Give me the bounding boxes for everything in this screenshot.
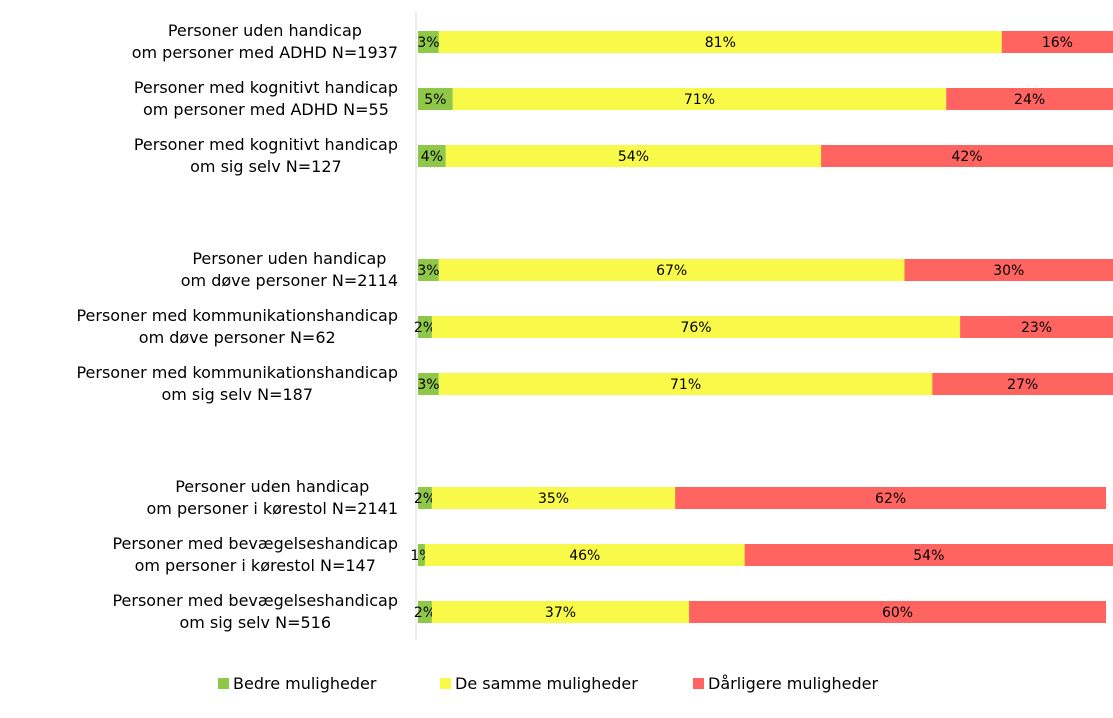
data-label: 2%	[414, 320, 436, 336]
data-label: 2%	[414, 491, 436, 507]
category-label: Personer med kommunikationshandicap om s…	[76, 363, 398, 404]
bar-segment	[960, 316, 1113, 338]
category-label: Personer uden handicap om personer i kør…	[146, 477, 399, 518]
data-label: 2%	[414, 605, 436, 621]
data-label: 35%	[538, 491, 569, 507]
legend-swatch	[218, 678, 229, 689]
legend-entry: Bedre muligheder	[218, 674, 376, 693]
bar-segment	[438, 259, 905, 281]
category-label: Personer med kognitivt handicap om sig s…	[133, 135, 398, 176]
category-label: Personer med kognitivt handicap om perso…	[133, 78, 398, 119]
bar-segment	[418, 88, 453, 110]
data-label: 3%	[417, 35, 439, 51]
bar-segment	[418, 487, 432, 509]
bar-segment	[932, 373, 1113, 395]
category-label: Personer uden handicap om personer med A…	[131, 21, 398, 62]
data-label: 81%	[705, 35, 736, 51]
data-label: 27%	[1007, 377, 1038, 393]
data-label: 46%	[569, 548, 600, 564]
legend-label: Dårligere muligheder	[708, 674, 879, 693]
bar-segment	[418, 145, 446, 167]
legend-swatch	[440, 678, 451, 689]
bar-segment	[438, 31, 1002, 53]
bar-segment	[445, 145, 822, 167]
data-label: 3%	[417, 263, 439, 279]
category-label: Personer med bevægelseshandicap om perso…	[112, 534, 398, 575]
category-label: Personer med kommunikationshandicap om d…	[76, 306, 398, 347]
data-label: 23%	[1021, 320, 1052, 336]
bar-segment	[744, 544, 1113, 566]
data-label: 24%	[1014, 92, 1045, 108]
bar-segment	[418, 316, 432, 338]
bar-segment	[431, 316, 961, 338]
data-label: 71%	[684, 92, 715, 108]
bar-segment	[821, 145, 1113, 167]
bar-segment	[431, 601, 690, 623]
data-label: 42%	[951, 149, 982, 165]
bar-segment	[431, 487, 676, 509]
data-label: 71%	[670, 377, 701, 393]
data-label: 60%	[882, 605, 913, 621]
data-label: 4%	[421, 149, 443, 165]
bar-segment	[418, 31, 439, 53]
data-label: 62%	[875, 491, 906, 507]
bar-segment	[904, 259, 1113, 281]
bar-segment	[689, 601, 1107, 623]
bar-segment	[1001, 31, 1113, 53]
legend-entry: Dårligere muligheder	[693, 674, 878, 693]
data-label: 16%	[1042, 35, 1073, 51]
data-label: 76%	[680, 320, 711, 336]
data-label: 67%	[656, 263, 687, 279]
data-label: 5%	[424, 92, 446, 108]
legend-entry: De samme muligheder	[440, 674, 638, 693]
legend-swatch	[693, 678, 704, 689]
bar-segment	[675, 487, 1107, 509]
bar-segment	[418, 601, 432, 623]
bar-segment	[946, 88, 1113, 110]
data-label: 54%	[913, 548, 944, 564]
bar-segment	[418, 544, 425, 566]
category-label: Personer med bevægelseshandicap om sig s…	[112, 591, 398, 632]
data-label: 30%	[993, 263, 1024, 279]
legend-label: Bedre muligheder	[233, 674, 377, 693]
bar-segment	[452, 88, 947, 110]
data-label: 54%	[618, 149, 649, 165]
legend-label: De samme muligheder	[455, 674, 638, 693]
bar-segment	[418, 259, 439, 281]
bar-segment	[424, 544, 745, 566]
data-label: 37%	[545, 605, 576, 621]
category-label: Personer uden handicap om døve personer …	[180, 249, 398, 290]
data-label: 3%	[417, 377, 439, 393]
bar-segment	[418, 373, 439, 395]
bar-segment	[438, 373, 933, 395]
